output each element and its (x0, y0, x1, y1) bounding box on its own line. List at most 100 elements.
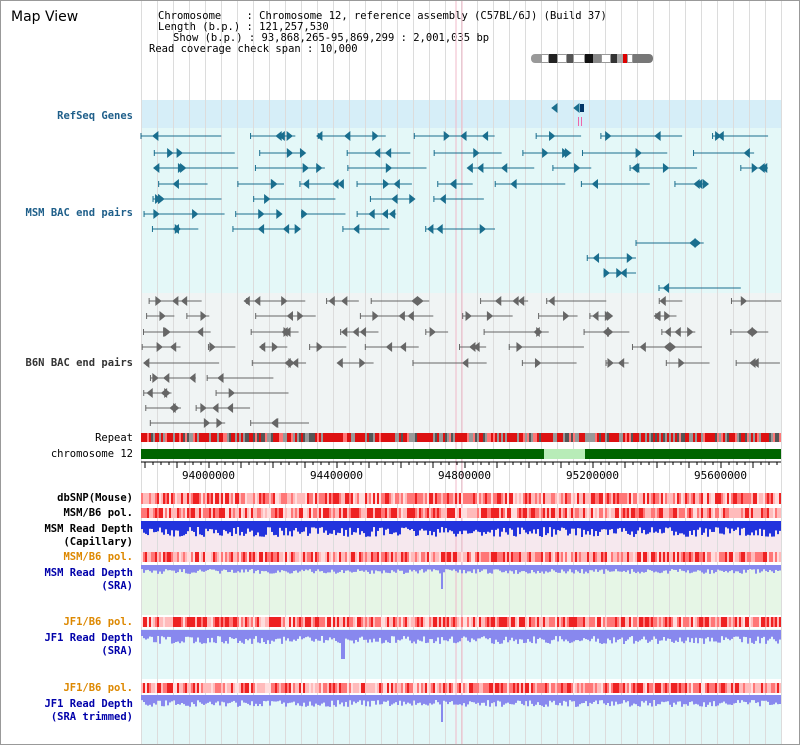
polymorphism-cell (477, 508, 479, 518)
polymorphism-cell (419, 617, 421, 627)
polymorphism-cell (337, 617, 339, 627)
polymorphism-cell (191, 493, 193, 504)
polymorphism-cell (687, 552, 689, 562)
polymorphism-cell (545, 552, 547, 562)
chromosome-ideogram[interactable] (531, 54, 653, 63)
polymorphism-cell (143, 617, 145, 627)
read-depth-bar (759, 565, 761, 573)
feature-arrow (592, 252, 600, 264)
read-depth-bar (239, 521, 241, 536)
msm-bac-label[interactable]: MSM BAC end pairs (25, 207, 133, 219)
read-depth-bar (223, 521, 225, 530)
polymorphism-cell (603, 683, 605, 693)
polymorphism-cell (723, 617, 725, 627)
msm-read-depth-sra-label[interactable]: MSM Read Depth (44, 567, 133, 579)
read-depth-bar (761, 565, 763, 572)
feature-arrow (702, 178, 710, 190)
read-depth-bar (603, 521, 605, 530)
msm-b6-pol-label-1[interactable]: MSM/B6 pol. (63, 507, 133, 519)
read-depth-bar (485, 695, 487, 706)
repeat-element (761, 433, 763, 442)
read-depth-bar (163, 565, 165, 572)
polymorphism-cell (295, 508, 297, 518)
jf1-read-depth-trim-label[interactable]: JF1 Read Depth (44, 698, 133, 710)
read-depth-bar (397, 695, 399, 705)
read-depth-bar (267, 521, 269, 528)
polymorphism-cell (419, 508, 421, 518)
polymorphism-cell (611, 493, 613, 504)
read-depth-bar (741, 521, 743, 529)
polymorphism-cell (609, 508, 611, 518)
polymorphism-cell (147, 617, 149, 627)
feature-arrow (341, 326, 348, 338)
read-depth-bar (457, 521, 459, 534)
read-depth-bar (205, 630, 207, 644)
read-depth-bar (301, 521, 303, 533)
read-depth-bar (307, 521, 309, 536)
read-depth-bar (481, 630, 483, 638)
msm-b6-pol-label-2[interactable]: MSM/B6 pol. (63, 551, 133, 563)
polymorphism-cell (517, 617, 519, 627)
read-depth-bar (489, 695, 491, 707)
msm-read-depth-capillary-label[interactable]: MSM Read Depth (44, 523, 133, 535)
polymorphism-cell (643, 493, 645, 504)
polymorphism-cell (241, 508, 243, 518)
repeat-element (503, 433, 505, 442)
polymorphism-cell (685, 617, 687, 627)
repeat-element (631, 433, 633, 442)
polymorphism-cell (529, 508, 531, 518)
feature-arrow (189, 372, 196, 384)
repeat-element (567, 433, 569, 442)
repeat-element (189, 433, 191, 442)
read-depth-bar (337, 695, 339, 701)
repeat-element (247, 433, 249, 442)
polymorphism-cell (261, 508, 263, 518)
b6n-bac-label[interactable]: B6N BAC end pairs (25, 357, 133, 369)
polymorphism-cell (527, 683, 529, 693)
polymorphism-cell (417, 493, 419, 504)
polymorphism-cell (229, 683, 231, 693)
repeat-element (657, 433, 659, 442)
polymorphism-cell (209, 493, 211, 504)
polymorphism-cell (659, 617, 661, 627)
polymorphism-cell (401, 552, 403, 562)
refseq-genes-label[interactable]: RefSeq Genes (57, 110, 133, 122)
polymorphism-cell (259, 552, 261, 562)
polymorphism-cell (335, 617, 337, 627)
polymorphism-cell (469, 683, 471, 693)
polymorphism-cell (407, 508, 409, 518)
read-depth-bar (327, 521, 329, 535)
read-depth-bar (397, 565, 399, 570)
feature-arrow (316, 130, 323, 142)
polymorphism-cell (519, 493, 521, 504)
read-depth-bar (499, 565, 501, 571)
read-depth-bar (543, 565, 545, 574)
polymorphism-cell (535, 683, 537, 693)
polymorphism-cell (657, 617, 659, 627)
read-depth-bar (387, 521, 389, 529)
axis-tick-1: 94000000 (182, 469, 235, 482)
polymorphism-cell (465, 683, 467, 693)
jf1-read-depth-sra-label[interactable]: JF1 Read Depth (44, 632, 133, 644)
read-depth-bar (709, 630, 711, 642)
jf1-b6-pol-label-1[interactable]: JF1/B6 pol. (63, 616, 133, 628)
repeat-element (659, 433, 661, 442)
jf1-b6-pol-label-2[interactable]: JF1/B6 pol. (63, 682, 133, 694)
polymorphism-cell (179, 493, 181, 504)
read-depth-bar (757, 565, 759, 570)
polymorphism-cell (363, 617, 365, 627)
polymorphism-cell (695, 493, 697, 504)
polymorphism-cell (725, 683, 727, 693)
read-depth-bar (777, 521, 779, 535)
feature-arrow (563, 310, 570, 322)
polymorphism-cell (727, 617, 729, 627)
read-depth-bar (157, 630, 159, 637)
dbsnp-label[interactable]: dbSNP(Mouse) (57, 492, 133, 504)
polymorphism-cell (303, 683, 305, 693)
polymorphism-cell (523, 617, 525, 627)
polymorphism-cell (267, 683, 269, 693)
read-depth-bar (187, 565, 189, 574)
polymorphism-cell (263, 552, 265, 562)
read-depth-bar (327, 695, 329, 707)
